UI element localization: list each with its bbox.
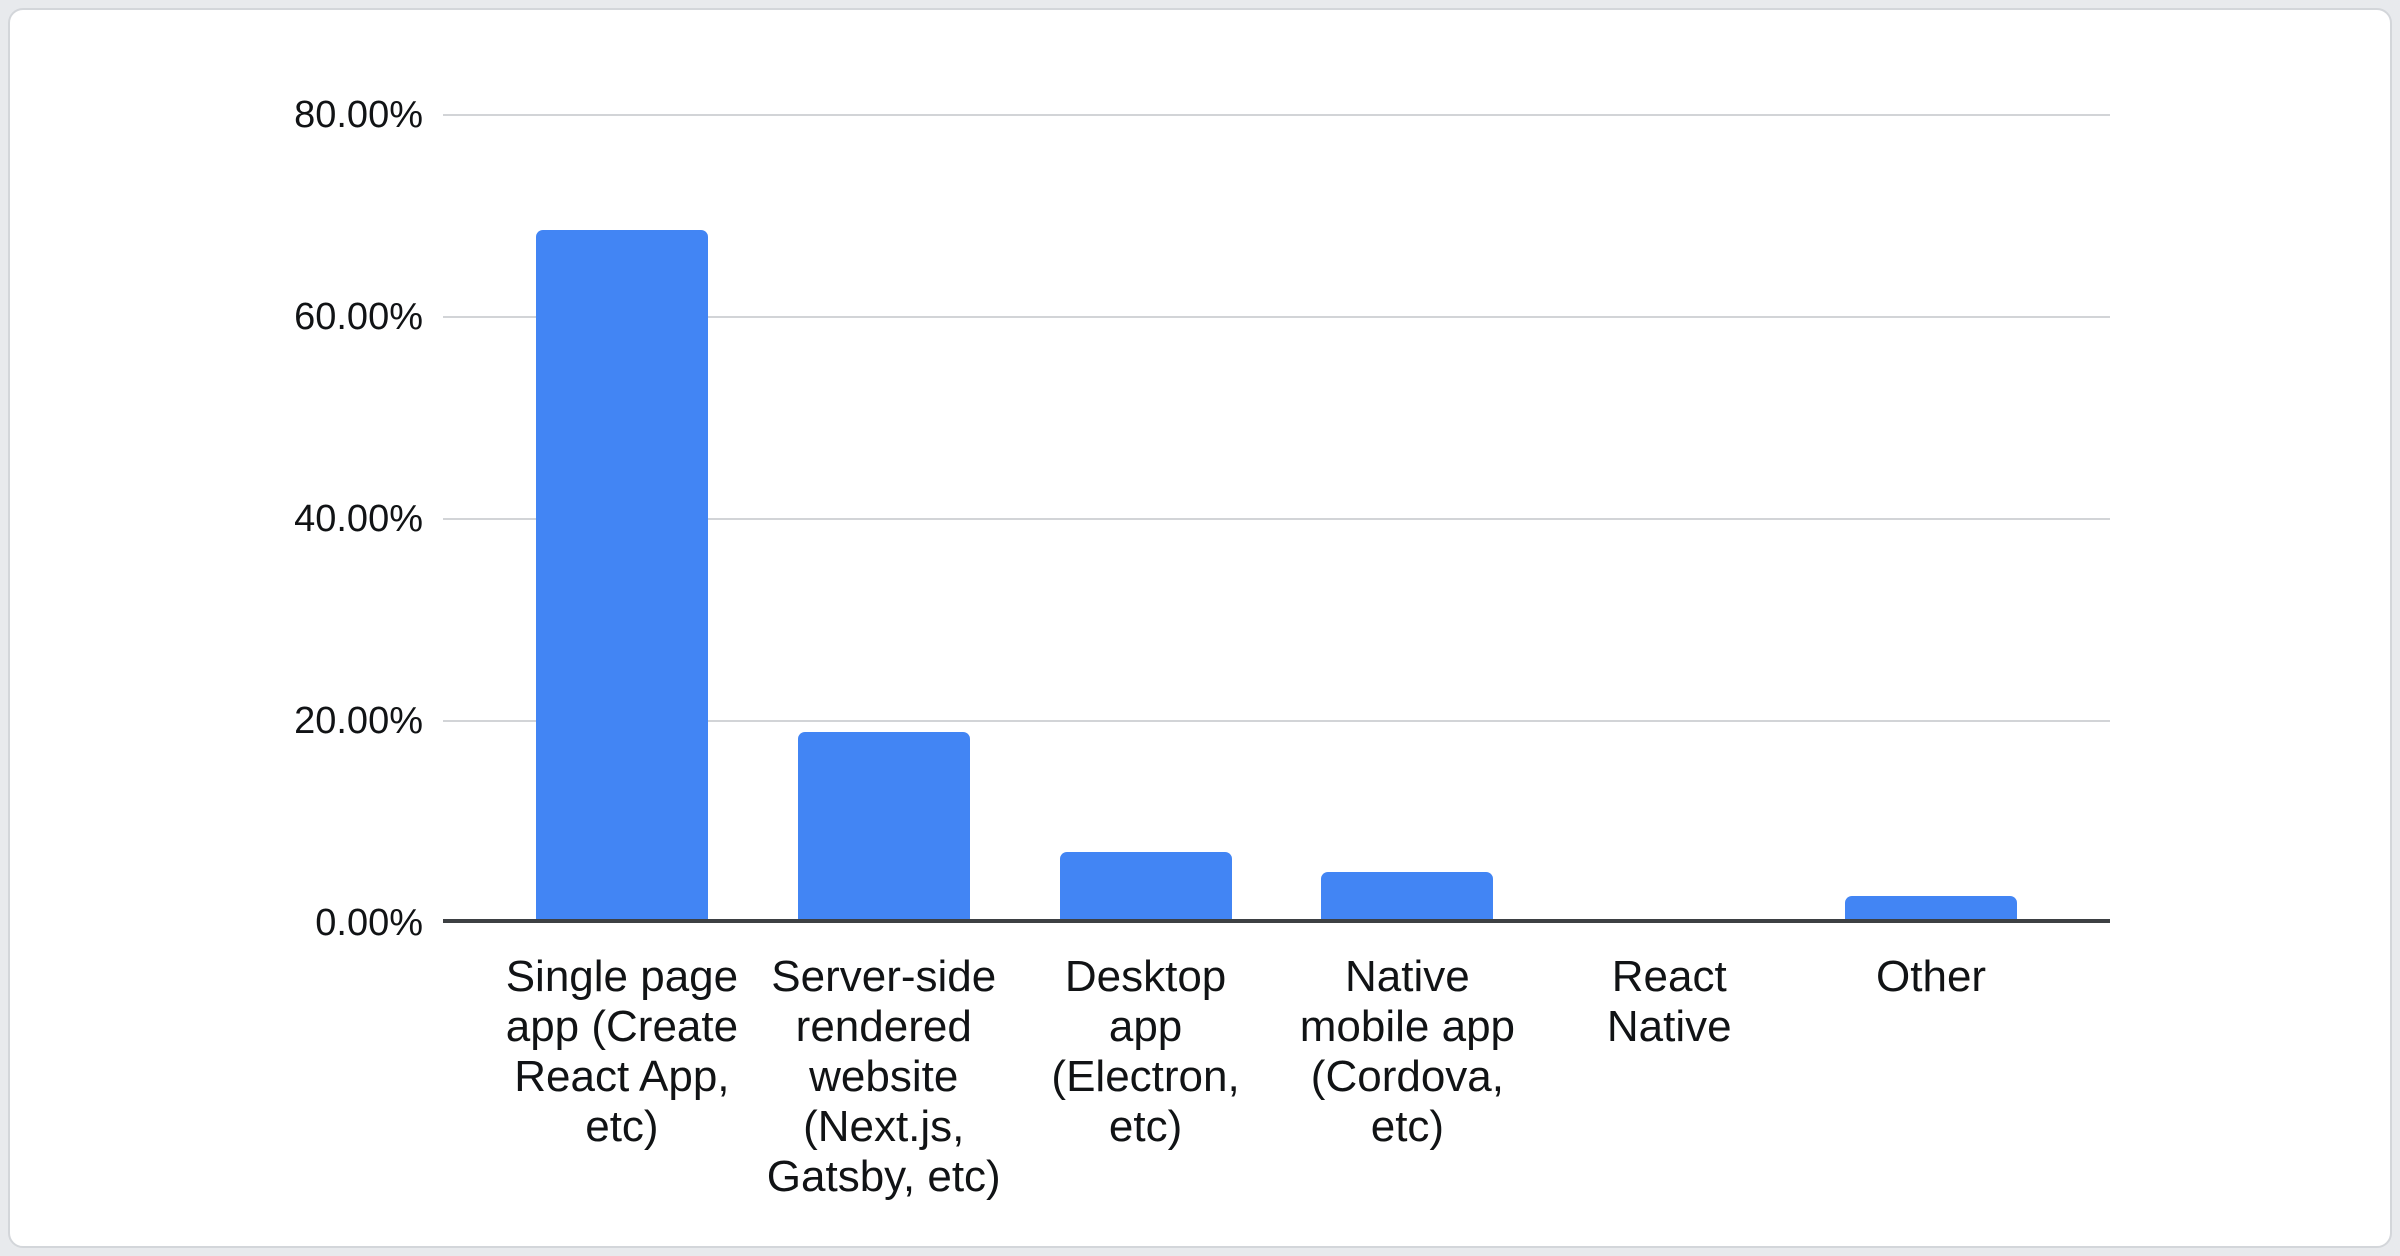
gridline-6000 — [443, 316, 2110, 318]
bars-container — [491, 115, 2062, 919]
plot-area — [443, 114, 2110, 923]
bar-single-page-app[interactable] — [535, 230, 708, 919]
bar-server-side-rendered-website[interactable] — [797, 732, 970, 919]
x-label-single-page-app: Single page app (Create React App, etc) — [505, 952, 739, 1151]
bar-slot-single-page-app — [491, 115, 753, 919]
bar-slot-other — [1800, 115, 2062, 919]
bar-slot-native-mobile-app — [1276, 115, 1538, 919]
x-axis-labels: Single page app (Create React App, etc) S… — [491, 952, 2062, 1202]
bar-slot-desktop-app — [1015, 115, 1277, 919]
y-tick-label: 40.00% — [294, 498, 423, 540]
gridline-8000 — [443, 114, 2110, 116]
gridline-2000 — [443, 720, 2110, 722]
y-tick-label: 60.00% — [294, 296, 423, 338]
y-tick-label: 80.00% — [294, 94, 423, 136]
bar-other[interactable] — [1845, 896, 2018, 919]
bar-native-mobile-app[interactable] — [1321, 872, 1494, 919]
x-label-native-mobile-app: Native mobile app (Cordova, etc) — [1299, 952, 1516, 1151]
x-label-desktop-app: Desktop app (Electron, etc) — [1051, 952, 1240, 1151]
y-tick-label: 0.00% — [315, 902, 423, 944]
bar-slot-server-side-rendered-website — [753, 115, 1015, 919]
bar-desktop-app[interactable] — [1059, 852, 1232, 919]
gridline-4000 — [443, 518, 2110, 520]
bar-slot-react-native — [1538, 115, 1800, 919]
x-label-react-native: React Native — [1606, 952, 1732, 1051]
x-label-other: Other — [1876, 952, 1987, 1001]
y-tick-label: 20.00% — [294, 700, 423, 742]
chart-card — [8, 8, 2392, 1248]
x-label-server-side-rendered-website: Server-side rendered website (Next.js, G… — [766, 952, 1001, 1201]
